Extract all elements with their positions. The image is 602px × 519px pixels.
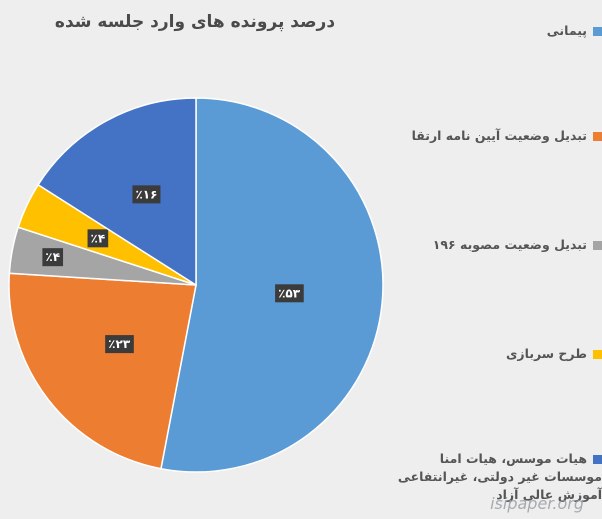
slice-label-1: ٪۵۳ [278,286,301,300]
legend-item-2: تبدیل وضعیت آیین نامه ارتقا [397,127,602,145]
watermark: isipaper.org [490,494,584,513]
legend-label-3: تبدیل وضعیت مصوبه ۱۹۶ [432,237,587,252]
pie-slice-1 [160,97,384,473]
pie-chart: ٪۵۳ ٪۲۳ ٪۴ ٪۴ ٪۱۶ [8,97,384,473]
slice-label-4: ٪۴ [91,231,106,245]
legend-label-5: هیات موسس، هیات امنا موسسات غیر دولتی، غ… [397,451,602,502]
legend-item-1: پیمانی [397,22,602,40]
slice-label-3: ٪۴ [45,250,60,264]
legend-item-4: طرح سربازی [397,345,602,363]
slice-label-2: ٪۲۳ [108,337,131,351]
legend-label-4: طرح سربازی [505,346,587,361]
pie-slice-2 [8,272,197,470]
slice-label-bg-5 [132,185,161,204]
legend-label-2: تبدیل وضعیت آیین نامه ارتقا [411,128,587,143]
legend-swatch-3 [593,241,602,250]
slice-label-bg-3 [42,248,64,267]
legend-swatch-2 [593,132,602,141]
slice-label-bg-4 [87,229,109,248]
legend-swatch-1 [593,27,602,36]
slice-label-bg-2 [105,335,134,354]
legend-swatch-5 [593,455,602,464]
legend-label-1: پیمانی [546,23,587,38]
pie-slice-5 [37,97,197,287]
legend: پیمانی تبدیل وضعیت آیین نامه ارتقا تبدیل… [390,0,602,519]
slice-label-5: ٪۱۶ [135,187,157,201]
legend-item-3: تبدیل وضعیت مصوبه ۱۹۶ [397,236,602,254]
slice-label-bg-1 [275,284,304,303]
legend-item-5: هیات موسس، هیات امنا موسسات غیر دولتی، غ… [397,450,602,504]
legend-swatch-4 [593,350,602,359]
chart-title: درصد پرونده های وارد جلسه شده [54,12,336,32]
